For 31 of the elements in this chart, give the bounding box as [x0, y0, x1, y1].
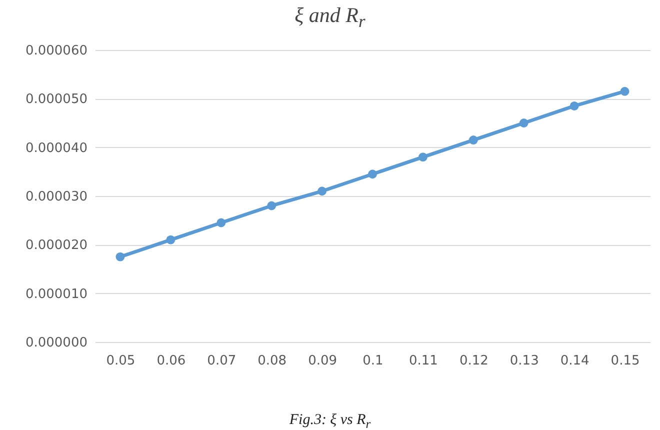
y-tick-label: 0.000050 — [25, 92, 88, 108]
x-tick-label: 0.14 — [560, 354, 590, 368]
point — [368, 170, 377, 179]
point — [267, 201, 276, 210]
x-tick-label: 0.09 — [308, 354, 338, 368]
y-tick-label: 0.000040 — [25, 140, 88, 156]
x-tick-label: 0.08 — [258, 354, 287, 368]
y-tick-label: 0.000060 — [25, 44, 88, 58]
x-tick-label: 0.11 — [408, 354, 438, 368]
point — [519, 118, 528, 128]
x-tick-label: 0.06 — [156, 354, 186, 368]
point — [318, 186, 327, 196]
point — [468, 136, 478, 144]
x-tick-label: 0.12 — [459, 354, 488, 368]
point — [418, 152, 428, 162]
y-tick-label: 0.000000 — [25, 336, 88, 350]
y-tick-label: 0.000020 — [25, 238, 88, 254]
point — [116, 252, 125, 262]
point — [216, 218, 226, 228]
x-tick-label: 0.05 — [106, 354, 136, 368]
point — [570, 102, 579, 110]
x-tick-label: 0.15 — [610, 354, 640, 368]
chart-title: ξ and R$_{r}$ — [294, 2, 366, 34]
point — [166, 235, 176, 244]
x-tick-label: 0.07 — [207, 354, 236, 368]
y-tick-label: 0.000030 — [25, 190, 88, 204]
y-tick-label: 0.000010 — [25, 286, 88, 302]
caption: Fig.3: ξ vs R$_{r}$ — [288, 412, 372, 430]
x-tick-label: 0.13 — [510, 354, 539, 368]
point — [620, 86, 630, 96]
x-tick-label: 0.1 — [362, 354, 384, 368]
